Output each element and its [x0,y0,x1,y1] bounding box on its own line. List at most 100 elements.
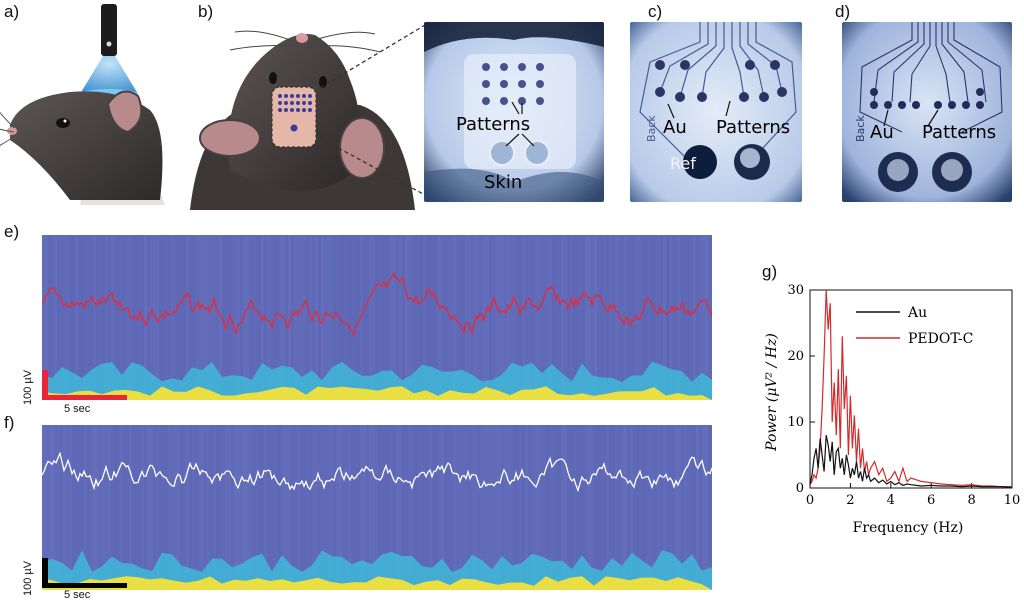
spectrogram-stripe [99,235,102,400]
label-back: Back [645,115,658,142]
panel-letter-d: d) [835,2,851,21]
spectrogram-stripe [531,235,534,400]
spectrogram-stripe [495,235,498,400]
spectrogram-stripe [594,425,597,590]
spectrogram-yellow-band [42,576,712,590]
legend-label-au: Au [907,305,927,321]
spectrogram-stripe [678,425,681,590]
spectrogram-stripe [438,425,441,590]
zoom-lines [319,24,426,196]
spectrogram-stripe [192,235,195,400]
spectrogram-stripe [462,235,465,400]
spectrogram-stripe [300,425,303,590]
spectrogram-stripe [705,235,708,400]
spectrogram-stripe [633,425,636,590]
spectrogram-stripe [381,425,384,590]
spectrogram-stripe [246,235,249,400]
spectrogram-stripe [432,425,435,590]
spectrogram-stripe [399,235,402,400]
spectrogram-stripe [618,425,621,590]
panel-letter-e: e) [4,222,20,241]
spectrogram-stripe [78,425,81,590]
spectrogram-stripe [546,425,549,590]
spectrogram-stripe [237,235,240,400]
spectrogram-stripe [708,235,711,400]
spectrogram-stripe [234,235,237,400]
power-spectrum-chart: 0 2 4 6 8 10 0 10 20 30 Frequency (Hz) Power (μV²… [764,283,1020,536]
spectrogram-stripe [321,425,324,590]
spectrogram-stripe [57,425,60,590]
spectrogram-stripe [642,425,645,590]
spectrogram-stripe [549,235,552,400]
spectrogram-stripe [474,425,477,590]
panel-letter-b: b) [198,2,214,21]
spectrogram-stripe [585,425,588,590]
y-tick-label: 20 [787,349,804,364]
spectrogram-stripe [186,425,189,590]
spectrogram-stripe [150,425,153,590]
spectrogram-stripe [630,235,633,400]
spectrogram-stripe [336,235,339,400]
spectrogram-stripe [183,235,186,400]
spectrogram-stripe [45,425,48,590]
scale-voltage-f: 100 µV [22,560,34,596]
spectrogram-stripe [171,235,174,400]
label-au: Au [870,122,894,143]
legend: Au PEDOT-C [856,305,973,347]
spectrogram-stripe [504,235,507,400]
spectrogram-stripe [57,235,60,400]
spectrogram-stripe [111,235,114,400]
spectrogram-stripe [390,235,393,400]
spectrogram-stripe [660,235,663,400]
spectrogram-stripe [240,235,243,400]
spectrogram-stripe [378,235,381,400]
spectrogram-stripe [438,235,441,400]
spectrogram-stripe [144,235,147,400]
spectrogram-stripe [87,425,90,590]
spectrogram-stripe [396,425,399,590]
spectrogram-stripe [600,425,603,590]
spectrogram-stripe [315,235,318,400]
spectrogram-stripe [669,235,672,400]
spectrogram-stripe [531,425,534,590]
spectrogram-stripe [702,425,705,590]
label-au: Au [663,117,687,138]
spectrogram-stripe [645,235,648,400]
spectrogram-stripe [81,425,84,590]
spectrogram-stripe [588,235,591,400]
spectrogram-stripe [696,425,699,590]
spectrogram-stripe [219,235,222,400]
spectrogram-stripe [105,425,108,590]
spectrogram-stripe [651,235,654,400]
x-tick-label: 0 [806,493,814,508]
spectrogram-stripe [417,425,420,590]
spectrogram-stripe [612,425,615,590]
spectrogram-stripe [51,425,54,590]
spectrogram-stripe [666,425,669,590]
spectrogram-stripe [342,425,345,590]
spectrogram-stripe [291,235,294,400]
spectrogram-stripe [462,425,465,590]
spectrogram-stripe [480,235,483,400]
spectrogram-stripe [207,425,210,590]
spectrogram-stripe [540,235,543,400]
spectrogram-stripe [75,235,78,400]
spectrogram-stripe [540,425,543,590]
spectrogram-stripe [615,235,618,400]
spectrogram-stripe [96,425,99,590]
spectrogram-stripe [429,425,432,590]
spectrogram-stripe [54,235,57,400]
eeg-trace [42,272,712,338]
spectrogram-stripe [207,235,210,400]
spectrogram-stripe [369,425,372,590]
spectrogram-stripe [696,235,699,400]
spectrogram-stripe [426,235,429,400]
spectrogram-stripe [180,235,183,400]
spectrogram-stripe [276,425,279,590]
spectrogram-stripe [306,425,309,590]
spectrogram-stripe [558,425,561,590]
spectrogram-stripe [432,235,435,400]
spectrogram-stripe [672,235,675,400]
spectrogram-stripe [138,235,141,400]
scalebar-vertical-e [42,370,48,400]
